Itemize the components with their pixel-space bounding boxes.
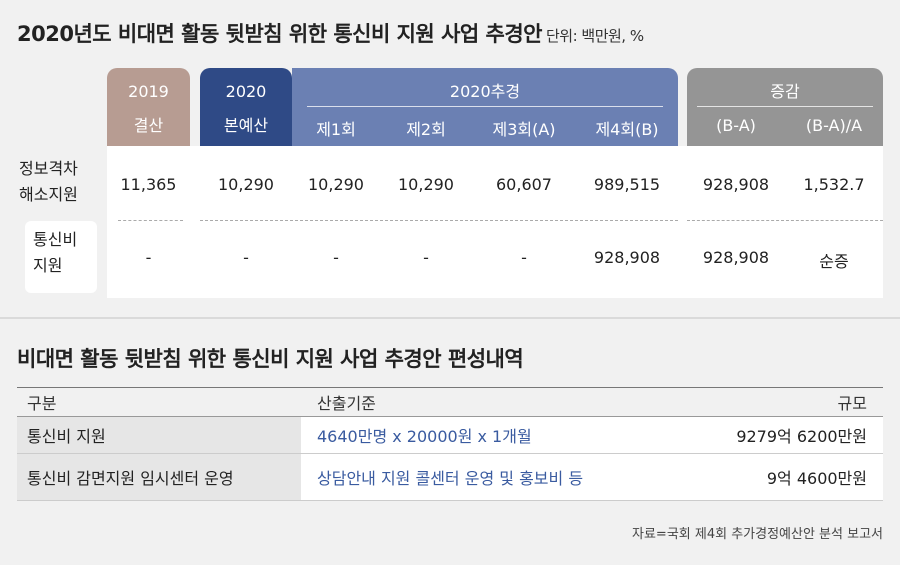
header-divider [307,106,663,107]
header-2019: 2019 결산 [107,68,190,146]
header-2020: 2020 본예산 [200,68,292,146]
cell: 10,290 [398,175,454,194]
row-label-line: 지원 [33,256,63,275]
cell: 989,515 [593,175,661,194]
header-2019-label: 결산 [133,116,164,135]
cell: 60,607 [496,175,552,194]
table-body [107,146,883,298]
header-divider [697,106,873,107]
header-amount: 규모 [837,394,867,413]
cell: - [423,248,429,267]
cell: 928,908 [702,175,770,194]
cell: 1,532.7 [803,175,865,194]
header-category: 구분 [27,394,57,413]
page-title: 2020년도 비대면 활동 뒷받침 위한 통신비 지원 사업 추경안 단위: 백만… [17,18,644,48]
unit-label: 단위: 백만원, % [545,27,644,45]
row-divider [687,220,883,221]
row-label-info-gap: 정보격차 해소지원 [19,156,78,208]
row-basis: 4640만명 x 20000원 x 1개월 [301,417,883,453]
cell: 10,290 [308,175,364,194]
row-label-telecom: 통신비 지원 [25,221,97,293]
header-2020-year: 2020 [225,82,267,101]
title-text: 2020년도 비대면 활동 뒷받침 위한 통신비 지원 사업 추경안 [17,22,542,46]
cell: - [333,248,339,267]
cell: - [243,248,249,267]
cell: - [521,248,527,267]
section-divider [0,317,900,319]
cell: - [145,248,152,267]
header-chugyeong: 2020추경 제1회 제2회 제3회(A) 제4회(B) [292,68,678,146]
table-row: 통신비 감면지원 임시센터 운영 상담안내 지원 콜센터 운영 및 홍보비 등 … [17,454,883,501]
row-label-line: 정보격차 [19,159,78,178]
budget-table: 2019 결산 2020 본예산 2020추경 제1회 제2회 제3회(A) 제… [17,68,883,298]
table-row: 통신비 지원 4640만명 x 20000원 x 1개월 9279억 6200만… [17,417,883,454]
cell: 928,908 [593,248,661,267]
source-note: 자료=국회 제4회 추가경정예산안 분석 보고서 [632,527,883,542]
row-divider [200,220,678,221]
row-category: 통신비 지원 [17,417,301,453]
table-header-row: 구분 산출기준 규모 [17,387,883,417]
row-label-line: 해소지원 [19,185,78,204]
header-change: 증감 (B-A) (B-A)/A [687,68,883,146]
header-chugyeong-title: 2020추경 [449,82,521,101]
cell: 순증 [819,252,849,271]
row-amount: 9279억 6200만원 [736,427,867,446]
header-sub-1: 제1회 [316,120,356,139]
header-change-sub-1: (B-A) [716,116,756,135]
header-sub-3: 제3회(A) [492,120,556,139]
cell: 928,908 [702,248,770,267]
cell: 11,365 [120,175,177,194]
header-sub-2: 제2회 [406,120,446,139]
row-label-line: 통신비 [33,230,78,249]
row-divider [118,220,183,221]
header-2019-year: 2019 [128,82,169,101]
cell: 10,290 [218,175,274,194]
header-change-sub-2: (B-A)/A [805,116,863,135]
row-amount: 9억 4600만원 [766,469,867,488]
header-2020-label: 본예산 [223,116,269,135]
header-change-title: 증감 [770,82,800,101]
section-title: 비대면 활동 뒷받침 위한 통신비 지원 사업 추경안 편성내역 [17,347,524,371]
row-basis: 상담안내 지원 콜센터 운영 및 홍보비 등 [301,454,883,500]
row-category: 통신비 감면지원 임시센터 운영 [17,454,301,500]
header-sub-4: 제4회(B) [595,120,659,139]
header-basis: 산출기준 [317,394,376,413]
